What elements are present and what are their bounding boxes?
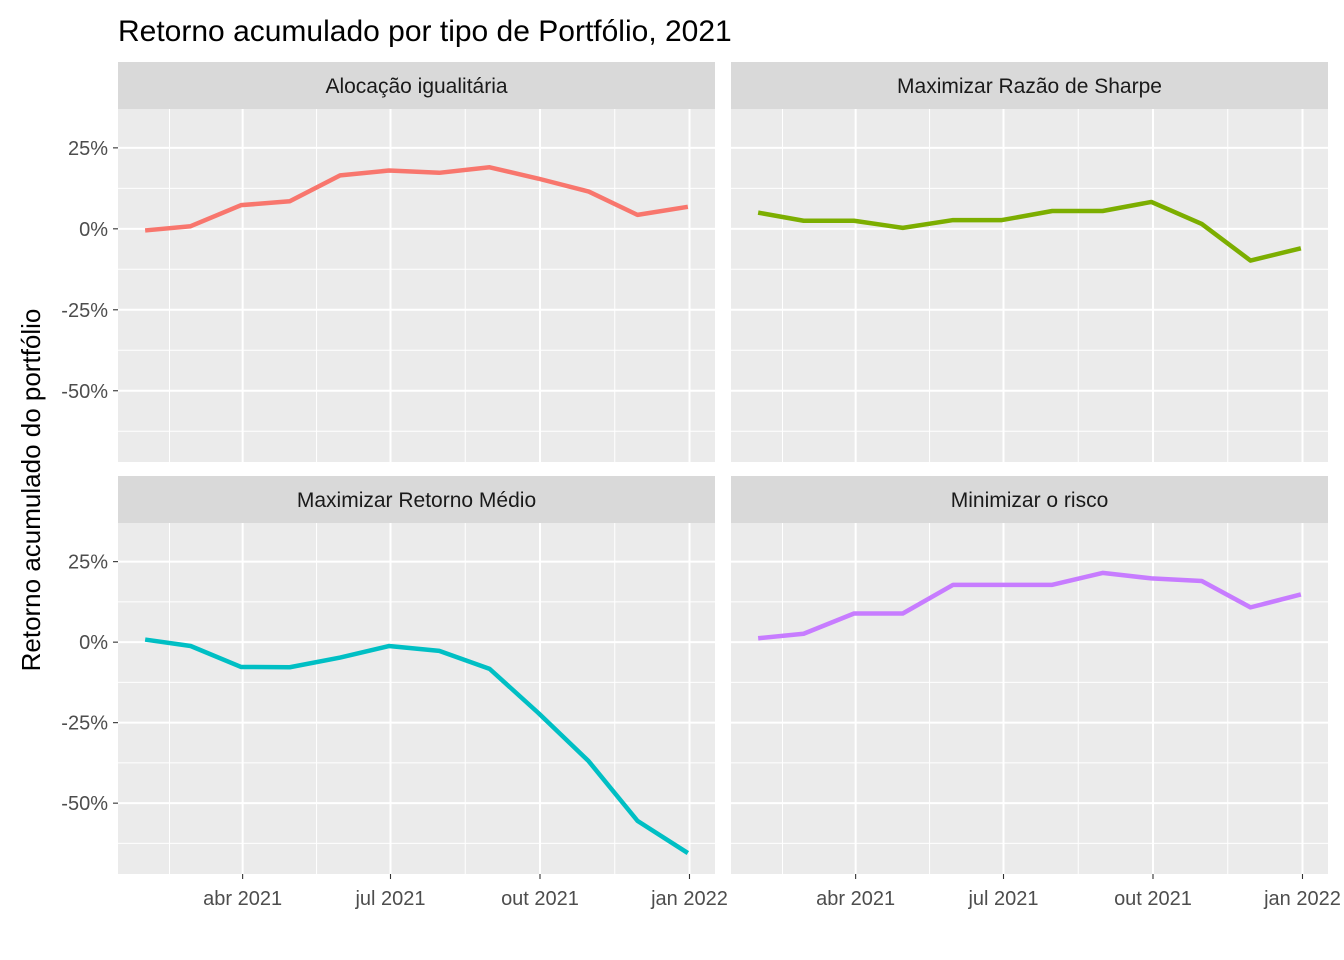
x-tick-label: abr 2021 xyxy=(816,888,895,910)
facet-panel: Maximizar Retorno Médio 25% 0% -25% -50% abr … xyxy=(61,476,728,910)
y-tick-label: -50% xyxy=(61,381,108,403)
x-tick-label: jul 2021 xyxy=(354,888,425,910)
chart-title: Retorno acumulado por tipo de Portfólio,… xyxy=(118,15,732,48)
facet-strip xyxy=(731,476,1328,523)
series-line xyxy=(144,165,689,233)
y-tick-label: 0% xyxy=(79,219,108,241)
x-tick-label: abr 2021 xyxy=(203,888,282,910)
y-tick-label: 25% xyxy=(68,138,108,160)
facet-strip xyxy=(118,62,715,109)
series-line xyxy=(757,570,1302,641)
facet-strip-label: Maximizar Retorno Médio xyxy=(297,489,536,512)
y-tick-label: 25% xyxy=(68,552,108,574)
series-line xyxy=(144,637,690,855)
y-tick-label: -25% xyxy=(61,713,108,735)
panel-background xyxy=(731,523,1328,874)
panel-background xyxy=(118,109,715,462)
series-line xyxy=(757,199,1302,263)
facet-panel: Minimizar o risco abr 2021 jul 2021 out 202… xyxy=(731,476,1341,910)
facet-strip-label: Alocação igualitária xyxy=(325,75,507,98)
y-tick-label: 0% xyxy=(79,632,108,654)
x-tick-label: out 2021 xyxy=(1114,888,1192,910)
y-axis-title: Retorno acumulado do portfólio xyxy=(16,309,46,672)
facet-strip xyxy=(118,476,715,523)
x-tick-label: jan 2022 xyxy=(1263,888,1341,910)
panel-background xyxy=(118,523,715,874)
x-tick-label: jul 2021 xyxy=(967,888,1038,910)
facet-panel: Maximizar Razão de Sharpe xyxy=(731,62,1328,462)
x-tick-label: out 2021 xyxy=(501,888,579,910)
panel-background xyxy=(731,109,1328,462)
facet-panel: Alocação igualitária 25% 0% -25% -50% xyxy=(61,62,715,462)
y-tick-label: -25% xyxy=(61,300,108,322)
x-tick-label: jan 2022 xyxy=(650,888,728,910)
facet-strip-label: Minimizar o risco xyxy=(951,489,1109,512)
facet-strip-label: Maximizar Razão de Sharpe xyxy=(897,75,1162,98)
facet-strip xyxy=(731,62,1328,109)
y-tick-label: -50% xyxy=(61,793,108,815)
